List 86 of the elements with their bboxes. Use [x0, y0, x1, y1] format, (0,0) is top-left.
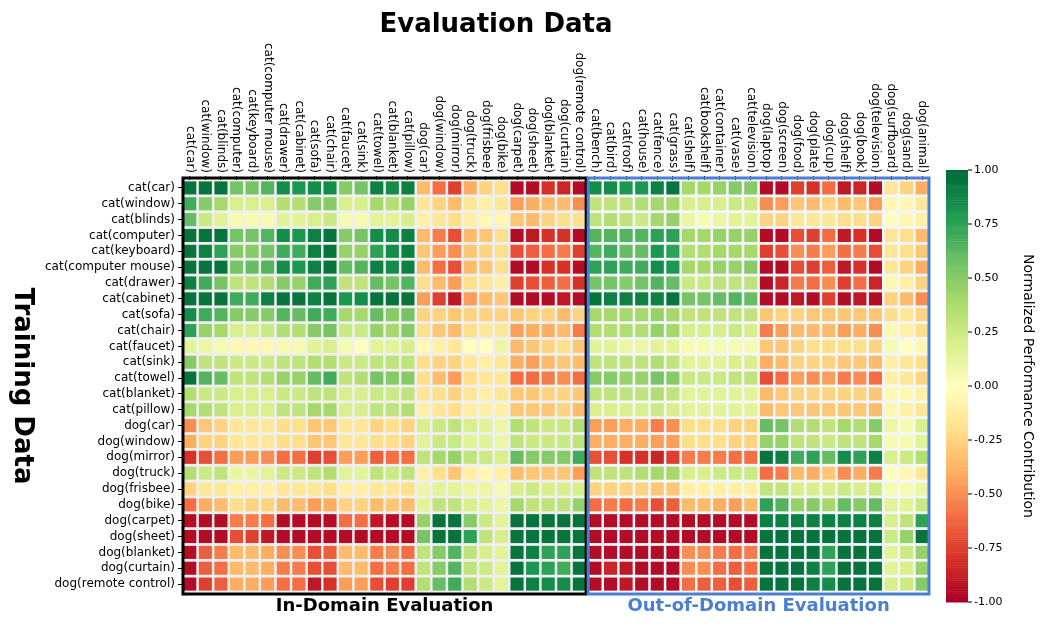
band-label: In-Domain Evaluation	[275, 593, 494, 615]
y-tick-label: dog(mirror)	[106, 449, 175, 464]
y-tick-label: cat(faucet)	[109, 338, 175, 353]
x-tick-label: cat(vase)	[729, 116, 744, 173]
x-tick-label: dog(bike)	[495, 116, 510, 173]
x-tick-label: dog(blanket)	[542, 96, 557, 173]
x-tick-label: cat(towel)	[370, 112, 385, 173]
color-bar-label: -1.00	[974, 594, 1003, 608]
color-bar-label: 0.50	[974, 270, 999, 284]
y-tick-label: dog(sheet)	[109, 528, 175, 543]
color-bar-label: 0.00	[974, 378, 999, 392]
x-tick-label: cat(bookshelf)	[697, 86, 712, 173]
x-tick-label: dog(food)	[791, 114, 806, 173]
x-tick-label: cat(television)	[744, 87, 759, 173]
x-tick-label: cat(computer)	[230, 87, 245, 173]
y-tick-label: dog(carpet)	[104, 512, 175, 527]
y-axis-title: Training Data	[9, 287, 40, 485]
x-tick-label: dog(sand)	[900, 112, 915, 173]
x-tick-label: cat(keyboard)	[245, 89, 260, 173]
y-tick-label: cat(blinds)	[111, 211, 175, 226]
y-tick-label: dog(truck)	[112, 465, 175, 480]
y-tick-label: cat(computer mouse)	[44, 259, 175, 274]
band-label: Out-of-Domain Evaluation	[627, 593, 890, 615]
x-tick-label: cat(faucet)	[339, 107, 354, 173]
y-tick-label: cat(computer)	[89, 227, 175, 242]
y-tick-label: cat(window)	[101, 195, 175, 210]
x-tick-label: cat(pillow)	[401, 110, 416, 173]
y-tick-label: cat(sofa)	[121, 306, 175, 321]
x-tick-label: cat(sink)	[355, 120, 370, 173]
x-tick-label: dog(carpet)	[510, 102, 525, 173]
x-tick-label: dog(mirror)	[448, 104, 463, 173]
color-bar-label: -0.50	[974, 486, 1003, 500]
x-tick-label: dog(screen)	[775, 101, 790, 173]
x-tick-label: dog(window)	[432, 95, 447, 173]
y-tick-label: cat(chair)	[117, 322, 175, 337]
x-tick-label: cat(house)	[635, 108, 650, 173]
color-bar-label: 1.00	[974, 162, 999, 176]
y-tick-label: cat(towel)	[114, 370, 175, 385]
y-tick-label: dog(car)	[124, 417, 175, 432]
y-tick-label: dog(frisbee)	[101, 481, 175, 496]
x-tick-label: cat(blinds)	[214, 109, 229, 173]
x-tick-label: cat(drawer)	[277, 102, 292, 173]
x-tick-label: dog(truck)	[464, 110, 479, 173]
x-tick-label: cat(container)	[713, 88, 728, 173]
x-tick-label: dog(curtain)	[557, 98, 572, 173]
x-tick-label: cat(roof)	[619, 121, 634, 173]
x-tick-label: cat(blanket)	[386, 100, 401, 173]
color-bar-label: -0.25	[974, 432, 1003, 446]
y-tick-label: dog(bike)	[118, 496, 175, 511]
x-tick-label: cat(grass)	[666, 112, 681, 173]
x-tick-label: dog(surfboard)	[884, 83, 899, 173]
x-axis-title: Evaluation Data	[379, 7, 613, 38]
x-tick-label: cat(cabinet)	[292, 100, 307, 173]
x-tick-label: dog(sheet)	[526, 107, 541, 173]
y-tick-label: cat(car)	[128, 180, 175, 195]
y-tick-label: cat(cabinet)	[102, 290, 175, 305]
y-tick-label: cat(keyboard)	[91, 243, 175, 258]
color-bar-title: Normalized Performance Contribution	[1021, 254, 1038, 518]
x-tick-label: dog(car)	[417, 122, 432, 173]
x-tick-label: cat(fence)	[651, 111, 666, 173]
y-tick-label: dog(blanket)	[98, 544, 175, 559]
color-bar-label: 0.25	[974, 324, 999, 338]
y-tick-label: dog(curtain)	[100, 560, 175, 575]
y-tick-label: dog(remote control)	[54, 576, 175, 591]
color-bar-label: 0.75	[974, 216, 999, 230]
x-tick-label: cat(chair)	[323, 115, 338, 173]
x-tick-label: dog(cup)	[822, 119, 837, 173]
y-tick-label: cat(blanket)	[102, 386, 175, 401]
x-tick-label: dog(book)	[853, 111, 868, 173]
x-tick-label: dog(shelf)	[838, 112, 853, 173]
x-tick-label: cat(bird)	[604, 121, 619, 173]
x-tick-label: cat(computer mouse)	[261, 43, 276, 173]
x-tick-label: dog(remote control)	[573, 52, 588, 173]
y-tick-label: cat(sink)	[122, 354, 175, 369]
y-tick-label: cat(drawer)	[104, 275, 175, 290]
x-tick-label: dog(animal)	[916, 100, 931, 173]
y-tick-label: dog(window)	[97, 433, 175, 448]
x-tick-label: cat(bench)	[588, 108, 603, 173]
x-tick-label: dog(frisbee)	[479, 99, 494, 173]
x-tick-label: cat(shelf)	[682, 116, 697, 173]
x-tick-label: dog(laptop)	[760, 103, 775, 173]
x-tick-label: cat(sofa)	[308, 119, 323, 173]
color-bar-label: -0.75	[974, 540, 1003, 554]
y-tick-label: cat(pillow)	[112, 401, 175, 416]
x-tick-label: dog(plate)	[807, 110, 821, 173]
x-tick-label: dog(television)	[869, 83, 884, 173]
